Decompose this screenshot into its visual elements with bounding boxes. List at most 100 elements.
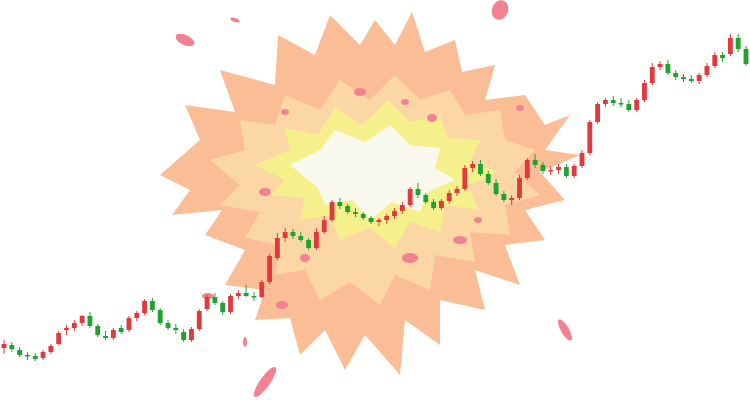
debris-group bbox=[175, 0, 572, 398]
candle-body-up bbox=[142, 301, 148, 313]
candle-body-up bbox=[259, 282, 265, 297]
debris-fragment bbox=[474, 217, 482, 223]
candle-body-down bbox=[9, 345, 15, 349]
candle-body-down bbox=[673, 73, 679, 77]
candle-body-up bbox=[509, 198, 515, 200]
candle-body-up bbox=[438, 201, 444, 208]
candle-body-up bbox=[196, 311, 202, 329]
candle-body-up bbox=[79, 316, 85, 323]
candle-body-up bbox=[228, 296, 233, 312]
candle-body-down bbox=[610, 100, 616, 103]
candle-body-down bbox=[118, 328, 124, 332]
candle-body-down bbox=[478, 164, 483, 174]
candle-body-up bbox=[282, 232, 288, 238]
candle-body-up bbox=[657, 64, 663, 67]
candle-body-down bbox=[431, 202, 437, 208]
candle-body-up bbox=[446, 193, 452, 201]
candle-body-down bbox=[681, 77, 686, 79]
explosion-illustration bbox=[160, 0, 580, 398]
candle-body-down bbox=[25, 355, 30, 357]
candle-body-down bbox=[626, 104, 632, 110]
debris-fragment bbox=[175, 33, 195, 47]
candle-body-up bbox=[329, 202, 335, 220]
candle-body-up bbox=[71, 323, 77, 328]
candle-body-down bbox=[368, 218, 374, 222]
candle-body-up bbox=[189, 329, 194, 340]
candle-body-up bbox=[274, 238, 280, 258]
candle-body-up bbox=[634, 100, 640, 110]
candle-body-up bbox=[384, 216, 390, 220]
debris-fragment bbox=[401, 99, 409, 105]
candle-body-up bbox=[587, 122, 593, 153]
candle-body-down bbox=[501, 194, 507, 200]
candle-body-down bbox=[735, 38, 741, 49]
candle-body-up bbox=[392, 211, 397, 216]
candle-body-down bbox=[165, 323, 171, 328]
candle-body-down bbox=[423, 195, 429, 202]
candle-body-up bbox=[454, 189, 460, 193]
candle-body-down bbox=[563, 167, 569, 176]
candle-body-up bbox=[462, 168, 468, 189]
candle-body-up bbox=[399, 205, 405, 211]
candle-body-up bbox=[556, 167, 561, 170]
candle-body-down bbox=[243, 293, 249, 296]
candle-body-down bbox=[415, 189, 421, 195]
debris-fragment bbox=[453, 236, 467, 244]
debris-fragment bbox=[243, 337, 247, 347]
candle-body-up bbox=[407, 189, 413, 205]
candle-body-down bbox=[95, 326, 101, 335]
candle-body-down bbox=[157, 310, 163, 323]
candle-body-up bbox=[376, 220, 382, 222]
candle-body-down bbox=[103, 336, 108, 338]
candle-body-down bbox=[181, 332, 187, 340]
candle-body-up bbox=[579, 153, 585, 166]
candle-body-down bbox=[17, 350, 23, 355]
candle-body-up bbox=[602, 100, 608, 104]
debris-fragment bbox=[281, 109, 289, 115]
candle-body-down bbox=[720, 55, 725, 58]
candle-body-down bbox=[306, 240, 312, 248]
candle-body-down bbox=[353, 212, 358, 214]
candle-body-up bbox=[64, 328, 69, 330]
candle-body-up bbox=[56, 333, 62, 344]
debris-fragment bbox=[491, 0, 509, 20]
debris-fragment bbox=[300, 254, 310, 262]
explosion-core bbox=[290, 125, 455, 220]
candle-body-down bbox=[298, 236, 304, 240]
candle-body-down bbox=[212, 297, 218, 303]
candle-body-down bbox=[532, 160, 538, 165]
candle-body-up bbox=[727, 38, 733, 54]
candle-body-down bbox=[251, 296, 257, 298]
candle-body-up bbox=[126, 318, 132, 330]
candle-body-up bbox=[204, 297, 210, 309]
debris-fragment bbox=[276, 301, 288, 309]
candle-body-up bbox=[712, 55, 718, 66]
candle-body-up bbox=[321, 220, 327, 232]
candle-body-up bbox=[571, 166, 577, 176]
candle-body-up bbox=[110, 330, 116, 338]
candle-body-up bbox=[1, 344, 7, 348]
candle-body-up bbox=[595, 104, 601, 122]
candle-body-down bbox=[32, 356, 38, 359]
debris-fragment bbox=[354, 88, 366, 96]
candle-body-up bbox=[267, 256, 272, 282]
candle-body-up bbox=[524, 160, 530, 178]
candle-body-down bbox=[485, 174, 491, 183]
candle-body-down bbox=[688, 79, 694, 81]
candle-body-down bbox=[87, 316, 93, 326]
candle-body-up bbox=[649, 67, 655, 83]
candle-body-up bbox=[235, 293, 241, 296]
candles-group bbox=[1, 34, 749, 361]
candle-body-up bbox=[696, 75, 702, 81]
candle-body-down bbox=[345, 206, 351, 212]
candle-body-up bbox=[642, 83, 647, 100]
candle-body-up bbox=[548, 170, 554, 172]
candle-body-down bbox=[173, 328, 179, 330]
debris-fragment bbox=[558, 319, 572, 341]
candle-body-down bbox=[493, 183, 499, 194]
debris-fragment bbox=[253, 366, 277, 398]
candle-body-up bbox=[313, 232, 319, 248]
debris-fragment bbox=[402, 253, 418, 263]
candle-body-down bbox=[743, 49, 749, 64]
